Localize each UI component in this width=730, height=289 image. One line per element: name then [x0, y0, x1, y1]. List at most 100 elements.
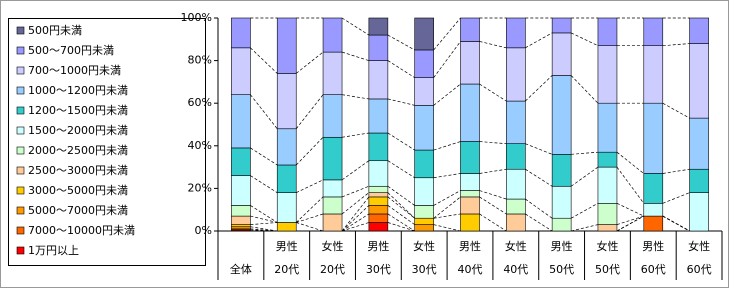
bar-segment — [231, 17, 251, 49]
series-line — [341, 132, 369, 138]
bar-segment — [597, 102, 618, 153]
bar-segment — [506, 47, 526, 102]
series-line — [570, 75, 599, 104]
series-line — [387, 185, 415, 206]
series-line — [341, 205, 370, 232]
bar-segment — [597, 203, 618, 225]
bar-segment — [322, 17, 343, 53]
legend-swatch — [16, 166, 25, 175]
bar-segment — [276, 164, 297, 193]
series-line — [341, 160, 370, 181]
series-line — [479, 168, 507, 174]
legend-label: 2500～3000円未満 — [28, 164, 128, 177]
x-tick-label: 50代 — [595, 263, 620, 276]
series-line — [387, 160, 415, 179]
bar-segment — [689, 192, 709, 232]
x-tick-label: 20代 — [274, 263, 299, 276]
bar-segment — [414, 149, 434, 179]
series-line — [479, 41, 507, 49]
x-tick-label: 女性 — [505, 239, 527, 253]
legend-swatch — [16, 46, 25, 55]
bar-segment — [460, 41, 480, 85]
series-line — [250, 205, 278, 223]
series-line — [387, 213, 415, 232]
series-line — [479, 213, 507, 232]
bar-segment — [368, 213, 389, 223]
series-line — [387, 34, 415, 51]
bar-segment — [551, 17, 572, 34]
series-line — [525, 168, 553, 187]
bar-segment — [551, 217, 572, 232]
series-line — [387, 60, 415, 78]
x-tick-label: 50代 — [549, 263, 574, 276]
bar-segment — [231, 147, 251, 176]
bar-segment — [460, 17, 480, 42]
bar-segment — [368, 205, 389, 215]
series-line — [387, 205, 415, 225]
bar-segment — [322, 213, 343, 232]
bar-segment — [231, 175, 251, 206]
series-line — [479, 141, 507, 145]
bar-segment — [414, 205, 434, 219]
bar-segment — [506, 143, 526, 170]
bar-segment — [322, 136, 343, 181]
bar-segment — [551, 185, 572, 219]
legend-swatch — [16, 86, 25, 95]
legend-label: 7000～10000円未満 — [28, 224, 135, 237]
x-tick-label: 男性 — [551, 239, 573, 253]
bar-segment — [231, 47, 251, 95]
series-line — [295, 137, 324, 166]
series-line — [387, 98, 415, 106]
bar-segment — [231, 215, 251, 225]
bar-segment — [276, 73, 297, 130]
x-tick-label: 女性 — [688, 239, 710, 253]
series-line — [616, 151, 644, 174]
series-line — [341, 196, 370, 232]
x-tick-label: 40代 — [458, 263, 483, 276]
series-line — [387, 192, 415, 219]
legend-label: 700～1000円未満 — [28, 64, 121, 77]
bar-segment — [460, 190, 480, 198]
legend-label: 500円未満 — [28, 24, 82, 37]
bar-segment — [597, 45, 618, 104]
bar-segment — [643, 102, 664, 174]
legend-swatch — [16, 246, 25, 255]
bar-segment — [368, 222, 389, 232]
legend-label: 1500～2000円未満 — [28, 124, 128, 137]
legend-swatch — [16, 146, 25, 155]
x-tick-label: 30代 — [412, 263, 437, 276]
bar-segment — [597, 17, 618, 46]
bar-segment — [689, 17, 709, 44]
x-tick-label: 男性 — [642, 239, 664, 253]
bar-segment — [414, 224, 434, 232]
bar-segment — [460, 173, 480, 191]
bar-segment — [276, 222, 297, 232]
series-line — [341, 17, 370, 36]
x-tick-label: 男性 — [459, 239, 481, 253]
bar-segment — [506, 168, 526, 200]
series-line — [616, 166, 645, 204]
series-line — [433, 196, 461, 219]
bar-segment — [322, 179, 343, 198]
series-line — [341, 94, 369, 100]
bar-segment — [597, 166, 618, 204]
series-line — [387, 132, 415, 151]
bar-segment — [551, 154, 572, 187]
series-line — [250, 215, 278, 223]
legend-swatch — [16, 66, 25, 75]
legend-box — [8, 18, 206, 266]
legend-label: 2000～2500円未満 — [28, 144, 128, 157]
series-line — [479, 83, 507, 102]
legend-swatch — [16, 186, 25, 195]
series-line — [571, 224, 599, 232]
bar-segment — [414, 177, 434, 206]
x-tick-label: 女性 — [413, 239, 435, 253]
series-line — [433, 83, 461, 106]
series-line — [433, 17, 461, 51]
series-line — [616, 215, 644, 232]
bar-segment — [597, 151, 618, 168]
series-line — [525, 198, 553, 219]
x-tick-label: 女性 — [596, 239, 618, 253]
y-tick-label: 0% — [195, 224, 212, 237]
